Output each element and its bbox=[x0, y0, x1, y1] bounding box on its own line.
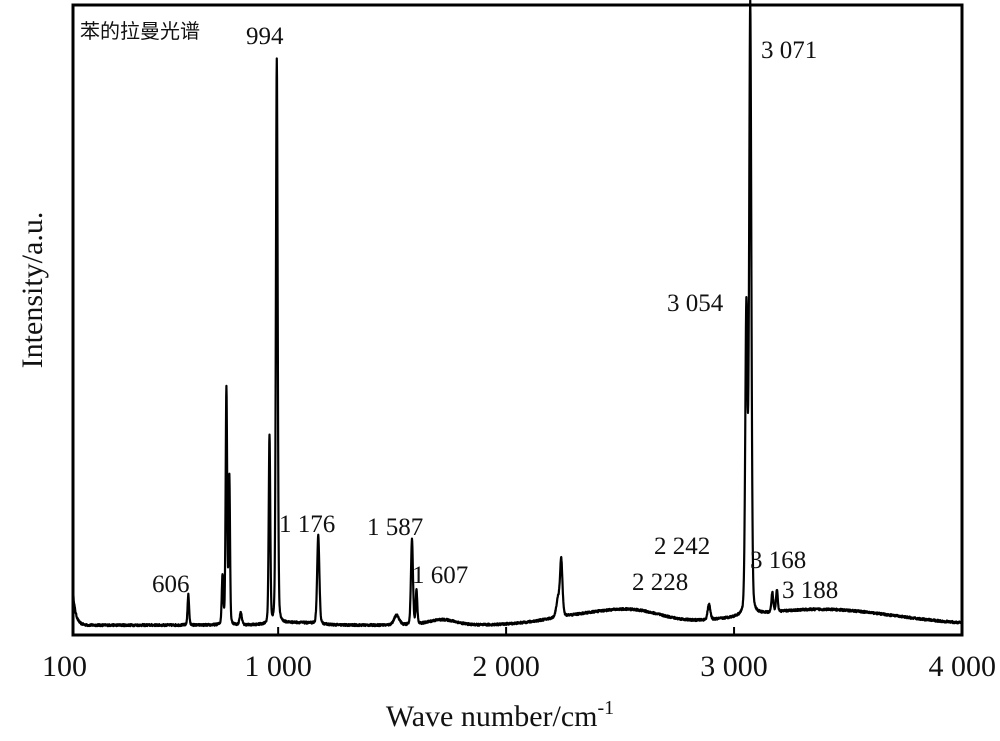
x-tick-label: 100 bbox=[42, 650, 87, 683]
x-axis-title-superscript: -1 bbox=[598, 697, 615, 719]
peak-label-2242: 2 242 bbox=[654, 533, 710, 560]
peak-label-1587: 1 587 bbox=[367, 514, 423, 541]
legend-label: 苯的拉曼光谱 bbox=[80, 19, 200, 43]
peak-label-2228: 2 228 bbox=[632, 569, 688, 596]
x-tick-label: 2 000 bbox=[472, 650, 540, 683]
peak-label-3071: 3 071 bbox=[761, 37, 817, 64]
peak-label-994: 994 bbox=[246, 23, 284, 50]
y-axis-title: Intensity/a.u. bbox=[16, 212, 49, 369]
x-axis-ticks: 100 1 000 2 000 3 000 4 000 bbox=[42, 627, 996, 683]
peak-annotations: 606 994 1 176 1 587 1 607 2 228 2 242 3 … bbox=[152, 23, 838, 604]
peak-label-3168: 3 168 bbox=[750, 547, 806, 574]
peak-label-606: 606 bbox=[152, 571, 190, 598]
plot-frame bbox=[71, 3, 964, 637]
x-tick-label: 4 000 bbox=[929, 650, 997, 683]
spectrum-line bbox=[71, 0, 963, 628]
peak-label-1607: 1 607 bbox=[412, 562, 468, 589]
x-tick-label: 3 000 bbox=[700, 650, 768, 683]
peak-label-3188: 3 188 bbox=[782, 577, 838, 604]
x-tick-label: 1 000 bbox=[244, 650, 312, 683]
x-axis-title-main: Wave number/cm bbox=[386, 700, 598, 733]
peak-label-3054: 3 054 bbox=[667, 290, 724, 317]
plot-area bbox=[71, 0, 963, 628]
x-axis-title: Wave number/cm-1 bbox=[386, 697, 614, 733]
peak-label-1176: 1 176 bbox=[279, 511, 335, 538]
